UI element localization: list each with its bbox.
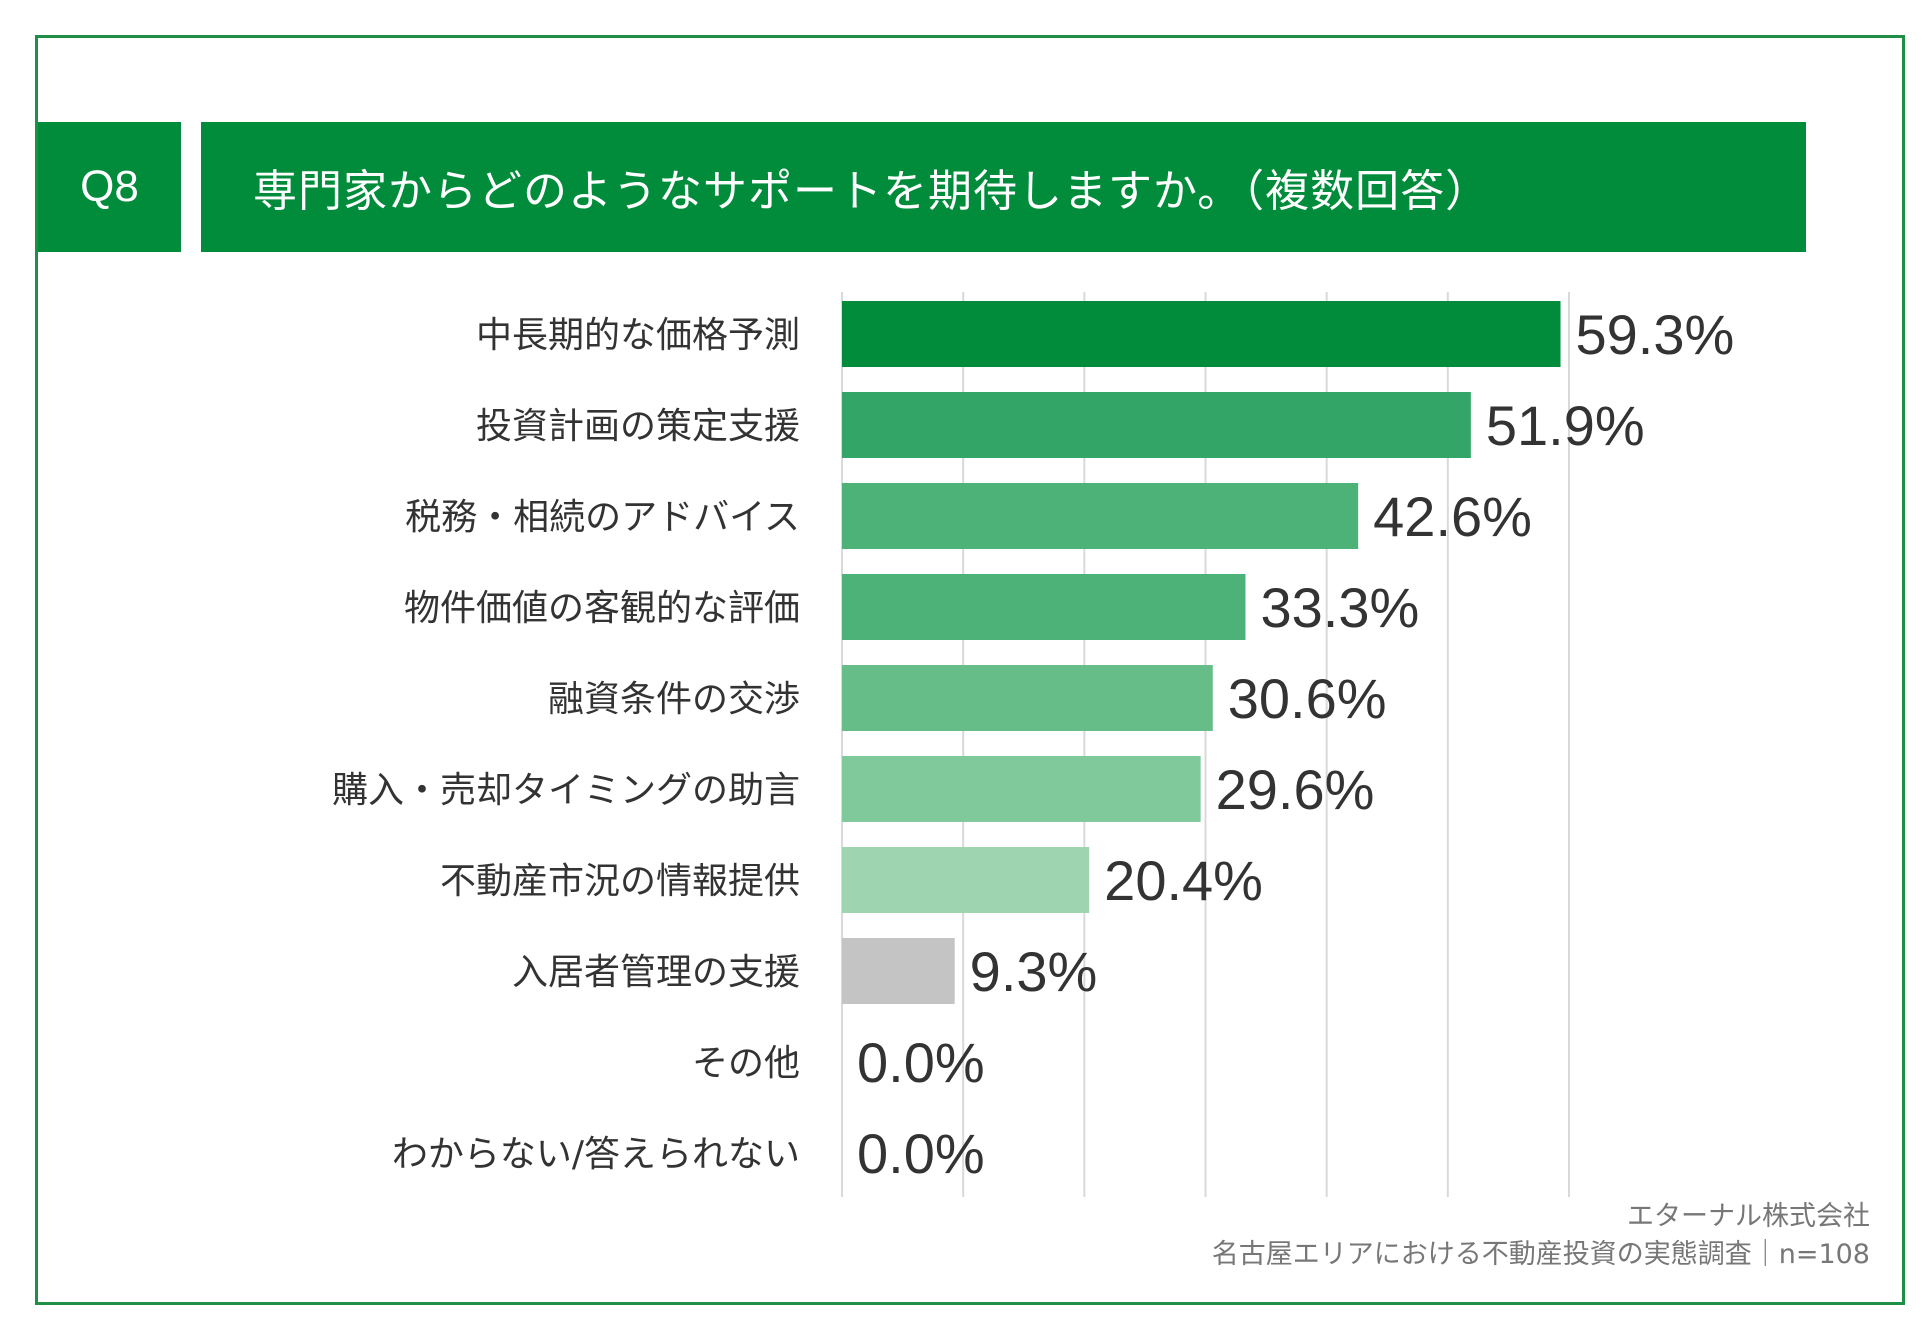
bar [842,756,1201,822]
value-label: 59.3% [1576,303,1735,366]
source-company: エターナル株式会社 [1627,1201,1870,1232]
bars [842,301,1561,1004]
value-label: 0.0% [857,1122,985,1185]
category-label: 不動産市況の情報提供 [440,861,800,902]
value-label: 29.6% [1216,758,1375,821]
question-number-badge: Q8 [38,122,181,252]
value-label: 33.3% [1260,576,1419,639]
category-label: その他 [692,1043,800,1084]
value-label: 30.6% [1228,667,1387,730]
category-label: 物件価値の客観的な評価 [404,588,800,629]
category-label: わからない/答えられない [392,1134,800,1175]
category-label: 入居者管理の支援 [512,952,800,993]
bar [842,301,1561,367]
value-label: 42.6% [1373,485,1532,548]
question-number: Q8 [80,162,139,211]
chart-frame: Q8 専門家からどのようなサポートを期待しますか。（複数回答） [35,35,1905,1305]
category-label: 中長期的な価格予測 [476,315,800,356]
value-label: 20.4% [1104,849,1263,912]
value-label: 9.3% [970,940,1098,1003]
source-note: エターナル株式会社 名古屋エリアにおける不動産投資の実態調査｜n=108 [1212,1198,1870,1274]
category-label: 税務・相続のアドバイス [405,497,800,538]
category-label: 購入・売却タイミングの助言 [332,770,800,811]
category-label: 投資計画の策定支援 [476,406,800,447]
value-label: 51.9% [1486,394,1645,457]
source-survey: 名古屋エリアにおける不動産投資の実態調査｜n=108 [1211,1239,1870,1270]
bar [842,392,1471,458]
category-labels: 中長期的な価格予測投資計画の策定支援税務・相続のアドバイス物件価値の客観的な評価… [332,315,800,1175]
question-title: 専門家からどのようなサポートを期待しますか。（複数回答） [253,166,1491,217]
bar [842,574,1246,640]
question-title-banner: 専門家からどのようなサポートを期待しますか。（複数回答） [201,122,1806,252]
category-label: 融資条件の交渉 [548,679,800,720]
value-label: 0.0% [857,1031,985,1094]
value-labels: 59.3% 51.9% 42.6% 33.3% 30.6% 29.6% 20.4%9.3% 0… [857,303,1734,1185]
bar [842,483,1359,549]
bar [842,665,1213,731]
bar [842,938,955,1004]
bar [842,847,1090,913]
